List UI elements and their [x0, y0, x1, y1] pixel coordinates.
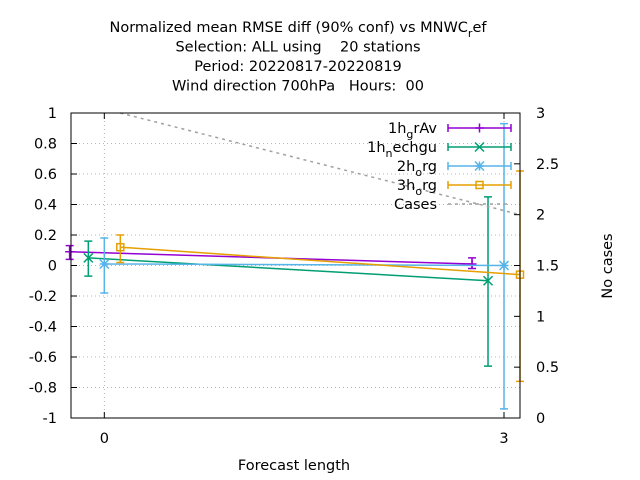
legend-errorcap	[447, 181, 512, 189]
marker-plus	[65, 247, 75, 257]
legend-label: 1hgrAv	[388, 121, 437, 141]
series-line	[120, 246, 521, 276]
y-tick-label: 0.2	[34, 228, 57, 244]
y-tick-label: -0.2	[29, 289, 57, 305]
y-tick-label: 0.8	[34, 137, 57, 153]
marker-cross	[83, 252, 94, 263]
marker-star	[474, 160, 485, 172]
y-tick-label: -0.8	[29, 381, 57, 397]
title-line: Period: 20220817-20220819	[194, 59, 402, 75]
y2-tick-label: 1	[536, 309, 545, 325]
error-bar	[116, 234, 125, 264]
y-tick-label: -1	[43, 411, 57, 427]
y2-axis-label: No cases	[600, 233, 616, 298]
marker-star	[498, 260, 510, 271]
y-tick-label: -0.4	[29, 320, 57, 336]
marker-plus	[467, 259, 477, 269]
series-1hnechgu	[83, 196, 494, 367]
series-line	[88, 257, 489, 282]
legend-label: 3horg	[397, 178, 437, 198]
title-line: Selection: ALL using 20 stations	[175, 40, 420, 56]
axis-ticks: -1 -0.8 -0.6 -0.4 -0.2 0 0.2 0.4 0.6 0.8 1 0 0.5 1 1.5…	[29, 106, 559, 447]
series-2horg	[99, 122, 510, 410]
plot-series	[65, 112, 525, 410]
x-tick-label: 0	[100, 431, 109, 447]
legend-label: 2horg	[397, 159, 437, 179]
y2-tick-label: 1.5	[536, 259, 559, 275]
y2-tick-label: 2.5	[536, 157, 559, 173]
marker-cross	[474, 141, 485, 153]
series-3horg	[116, 170, 525, 383]
y2-tick-label: 3	[536, 106, 545, 122]
title-line: Normalized mean RMSE diff (90% conf) vs …	[110, 20, 488, 40]
y2-tick-label: 0	[536, 411, 545, 427]
y2-tick-label: 2	[536, 208, 545, 224]
marker-square	[475, 180, 484, 190]
marker-plus	[475, 123, 484, 133]
y-tick-label: 1	[48, 106, 57, 122]
series-cases	[120, 112, 521, 216]
y-tick-label: 0.4	[34, 198, 57, 214]
legend-errorcap	[447, 162, 512, 170]
series-line	[104, 263, 505, 267]
title-line: Wind direction 700hPa Hours: 00	[172, 79, 424, 95]
x-tick-label: 3	[499, 431, 508, 447]
y-tick-label: 0.6	[34, 167, 57, 183]
y-tick-label: -0.6	[29, 350, 57, 366]
chart-title: Normalized mean RMSE diff (90% conf) vs …	[110, 20, 488, 95]
legend-label: Cases	[394, 197, 437, 213]
series-line	[120, 112, 521, 216]
marker-star	[99, 258, 110, 270]
y2-tick-label: 0.5	[536, 360, 559, 376]
marker-square	[116, 242, 125, 252]
legend-errorcap	[447, 143, 512, 151]
x-axis-label: Forecast length	[238, 458, 350, 474]
legend-label: 1hnechgu	[367, 140, 437, 160]
y-tick-label: 0	[48, 259, 57, 275]
marker-cross	[482, 275, 494, 286]
legend-errorcap	[447, 124, 512, 132]
